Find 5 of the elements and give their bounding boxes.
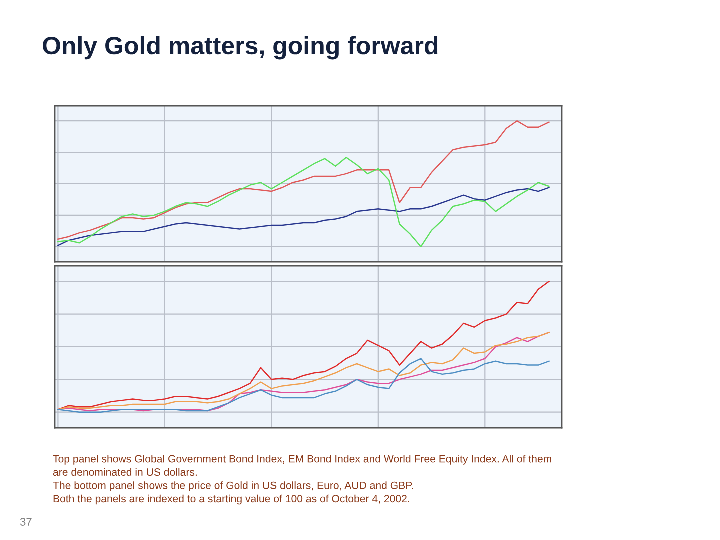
chart-title: Only Gold matters, going forward (43, 36, 438, 60)
text: Both the panels are indexed to a starting value of 100 as of October 4, 2002. (54, 494, 410, 505)
text: Top panel shows Global Government Bond Index, EM Bond Index and World Free Equity Index. All of them are denominated in US dollars. (53, 455, 552, 476)
text: 37 (20, 518, 32, 526)
text: The bottom panel shows the price of Gold in US dollars, Euro, AUD and GBP. (53, 482, 414, 492)
